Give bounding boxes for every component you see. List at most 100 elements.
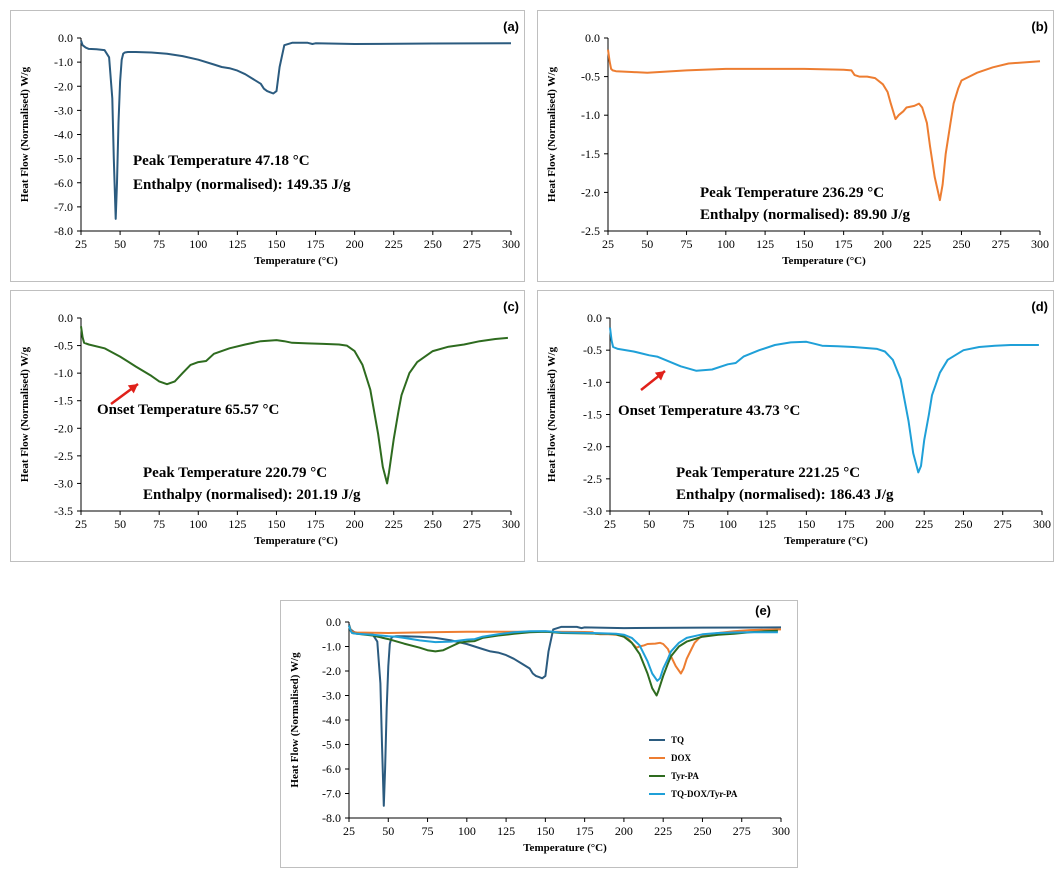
y-tick-label: -1.0 bbox=[581, 108, 600, 122]
series-line bbox=[80, 326, 508, 485]
annotation-text: Enthalpy (normalised): 149.35 J/g bbox=[133, 177, 351, 193]
x-tick-label: 100 bbox=[458, 824, 476, 838]
y-tick-label: 0.0 bbox=[58, 31, 73, 45]
x-tick-label: 225 bbox=[654, 824, 672, 838]
series-line bbox=[607, 49, 1041, 202]
legend-entry: Tyr-PA bbox=[671, 771, 699, 781]
x-tick-label: 125 bbox=[228, 237, 246, 251]
chart-panel-d: 0.0 -0.5 -1.0 -1.5 -2.0 -2.5 -3.0 25 50 75 100 125 1… bbox=[537, 290, 1054, 562]
annotation-text: Peak Temperature 221.25 °C bbox=[676, 465, 860, 481]
y-tick-label: -4.0 bbox=[322, 713, 341, 727]
x-tick-label: 75 bbox=[153, 237, 165, 251]
x-tick-label: 150 bbox=[267, 517, 285, 531]
series-line bbox=[80, 40, 512, 220]
x-tick-label: 175 bbox=[307, 517, 325, 531]
annotation-text: Peak Temperature 220.79 °C bbox=[143, 465, 327, 481]
panel-label: (e) bbox=[755, 603, 771, 618]
x-tick-label: 25 bbox=[602, 237, 614, 251]
y-tick-label: 0.0 bbox=[326, 615, 341, 629]
x-tick-label: 125 bbox=[758, 517, 776, 531]
annotation-text: Peak Temperature 47.18 °C bbox=[133, 153, 310, 169]
y-axis-title: Heat Flow (Normalised) W/g bbox=[546, 346, 558, 482]
y-tick-label: -2.5 bbox=[581, 224, 600, 238]
y-tick-label: -0.5 bbox=[54, 339, 73, 353]
x-tick-label: 125 bbox=[497, 824, 515, 838]
y-tick-label: -1.0 bbox=[54, 366, 73, 380]
x-tick-label: 200 bbox=[346, 517, 364, 531]
y-tick-label: -1.5 bbox=[54, 394, 73, 408]
x-tick-label: 100 bbox=[189, 517, 207, 531]
x-tick-label: 175 bbox=[307, 237, 325, 251]
y-tick-label: -8.0 bbox=[322, 811, 341, 825]
x-tick-label: 150 bbox=[795, 237, 813, 251]
x-tick-label: 200 bbox=[874, 237, 892, 251]
x-axis-title: Temperature (°C) bbox=[254, 535, 338, 547]
x-axis-title: Temperature (°C) bbox=[254, 255, 338, 267]
x-axis-title: Temperature (°C) bbox=[784, 535, 868, 547]
x-tick-label: 75 bbox=[683, 517, 695, 531]
chart-c-svg: 0.0 -0.5 -1.0 -1.5 -2.0 -2.5 -3.0 -3.525 50 75 100… bbox=[19, 299, 520, 547]
x-tick-label: 250 bbox=[424, 237, 442, 251]
x-tick-label: 50 bbox=[643, 517, 655, 531]
y-tick-label: -2.0 bbox=[581, 185, 600, 199]
x-tick-label: 50 bbox=[382, 824, 394, 838]
y-tick-label: -6.0 bbox=[322, 762, 341, 776]
x-tick-label: 200 bbox=[615, 824, 633, 838]
x-tick-label: 175 bbox=[837, 517, 855, 531]
x-tick-label: 25 bbox=[604, 517, 616, 531]
x-tick-label: 300 bbox=[1031, 237, 1049, 251]
annotation-text: Enthalpy (normalised): 201.19 J/g bbox=[143, 487, 361, 503]
x-tick-label: 300 bbox=[1033, 517, 1051, 531]
legend-entry: DOX bbox=[671, 753, 692, 763]
x-tick-label: 275 bbox=[992, 237, 1010, 251]
x-tick-label: 175 bbox=[835, 237, 853, 251]
y-tick-label: -3.0 bbox=[54, 103, 73, 117]
y-axis-title: Heat Flow (Normalised) W/g bbox=[19, 346, 31, 482]
x-tick-label: 100 bbox=[719, 517, 737, 531]
x-tick-label: 125 bbox=[756, 237, 774, 251]
y-tick-label: 0.0 bbox=[58, 311, 73, 325]
annotation-text: Peak Temperature 236.29 °C bbox=[700, 185, 884, 201]
y-tick-label: -1.0 bbox=[54, 55, 73, 69]
x-axis-title: Temperature (°C) bbox=[523, 842, 607, 854]
x-tick-label: 250 bbox=[952, 237, 970, 251]
x-tick-label: 75 bbox=[422, 824, 434, 838]
chart-panel-c: 0.0 -0.5 -1.0 -1.5 -2.0 -2.5 -3.0 -3.5 25 50 75 100… bbox=[10, 290, 525, 562]
chart-panel-a: 0.0 -1.0 -2.0 -3.0 -4.0 -5.0 -6.0 -7.0 -8.0 25 50 7… bbox=[10, 10, 525, 282]
x-tick-label: 225 bbox=[913, 237, 931, 251]
x-tick-label: 75 bbox=[681, 237, 693, 251]
x-tick-label: 275 bbox=[463, 517, 481, 531]
y-tick-label: -1.5 bbox=[581, 147, 600, 161]
annotation-text: Onset Temperature 43.73 °C bbox=[618, 403, 800, 419]
x-tick-label: 275 bbox=[994, 517, 1012, 531]
x-tick-label: 100 bbox=[189, 237, 207, 251]
y-axis-title: Heat Flow (Normalised) W/g bbox=[19, 66, 31, 202]
y-tick-label: -1.5 bbox=[583, 408, 602, 422]
x-tick-label: 125 bbox=[228, 517, 246, 531]
x-tick-label: 75 bbox=[153, 517, 165, 531]
y-tick-label: -2.5 bbox=[54, 449, 73, 463]
y-axis-title: Heat Flow (Normalised) W/g bbox=[546, 66, 558, 202]
x-tick-label: 100 bbox=[717, 237, 735, 251]
legend-entry: TQ-DOX/Tyr-PA bbox=[671, 789, 738, 799]
series-line-dox bbox=[348, 625, 782, 675]
y-tick-label: -3.0 bbox=[322, 689, 341, 703]
legend-entry: TQ bbox=[671, 735, 684, 745]
x-tick-label: 300 bbox=[502, 237, 520, 251]
y-tick-label: -5.0 bbox=[322, 738, 341, 752]
annotation-text: Onset Temperature 65.57 °C bbox=[97, 402, 279, 418]
y-tick-label: 0.0 bbox=[587, 311, 602, 325]
x-tick-label: 250 bbox=[693, 824, 711, 838]
y-tick-label: -8.0 bbox=[54, 224, 73, 238]
x-tick-label: 250 bbox=[954, 517, 972, 531]
y-tick-label: -3.5 bbox=[54, 504, 73, 518]
x-tick-label: 25 bbox=[75, 237, 87, 251]
x-tick-label: 200 bbox=[346, 237, 364, 251]
y-tick-label: -5.0 bbox=[54, 152, 73, 166]
x-tick-label: 150 bbox=[267, 237, 285, 251]
x-axis-title: Temperature (°C) bbox=[782, 255, 866, 267]
y-tick-label: -7.0 bbox=[322, 787, 341, 801]
y-tick-label: -2.0 bbox=[583, 440, 602, 454]
x-tick-label: 250 bbox=[424, 517, 442, 531]
y-tick-label: -2.0 bbox=[54, 421, 73, 435]
